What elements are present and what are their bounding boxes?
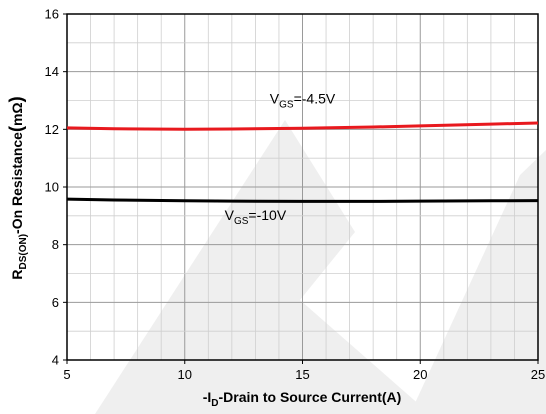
y-tick-label: 6 <box>52 295 59 310</box>
x-tick-label: 20 <box>413 367 427 382</box>
annotation-rest: =-4.5V <box>294 90 336 106</box>
annotation-label: VGS=-4.5V <box>270 90 336 110</box>
watermark-shape <box>95 120 546 414</box>
x-tick-label: 15 <box>295 367 309 382</box>
annotation-rest: =-10V <box>248 207 286 223</box>
y-tick-label: 12 <box>45 122 59 137</box>
grid <box>67 14 538 360</box>
annotation-prefix: V <box>225 207 235 223</box>
y-tick-label: 8 <box>52 237 59 252</box>
y-tick-label: 14 <box>45 64 59 79</box>
x-axis-label-rest: -Drain to Source Current(A) <box>219 389 402 405</box>
y-axis-label-unit: mΩ <box>9 102 25 126</box>
annotation-prefix: V <box>270 90 280 106</box>
x-axis-label: -ID-Drain to Source Current(A) <box>203 389 402 409</box>
x-tick-label: 10 <box>178 367 192 382</box>
series-line-vgs-4p5v <box>66 121 539 131</box>
x-axis-label-prefix: -I <box>203 389 212 405</box>
y-axis-label-rest: -On Resistance <box>9 132 25 234</box>
y-tick-label: 10 <box>45 180 59 195</box>
y-axis-label-paren-open: ( <box>6 126 26 132</box>
series-group <box>66 121 539 203</box>
y-axis-label-prefix: R <box>9 270 25 280</box>
x-ticks: 5 10 15 20 25 <box>63 360 545 382</box>
annotation-sub: GS <box>279 99 294 110</box>
y-axis-label-paren-close: ) <box>6 96 26 102</box>
y-tick-label: 16 <box>45 7 59 22</box>
series-line-vgs-10v <box>66 197 539 203</box>
x-axis-label-sub: D <box>211 398 218 409</box>
annotation-label: VGS=-10V <box>225 207 287 227</box>
x-tick-label: 25 <box>531 367 545 382</box>
y-tick-label: 4 <box>52 353 59 368</box>
annotation-sub: GS <box>234 216 249 227</box>
watermark <box>95 120 546 414</box>
x-tick-label: 5 <box>63 367 70 382</box>
y-ticks: 4 6 8 10 12 14 16 <box>45 7 67 368</box>
y-axis-label-sub: DS(ON) <box>18 234 29 270</box>
y-axis-label: RDS(ON)-On Resistance(mΩ) <box>6 96 29 279</box>
